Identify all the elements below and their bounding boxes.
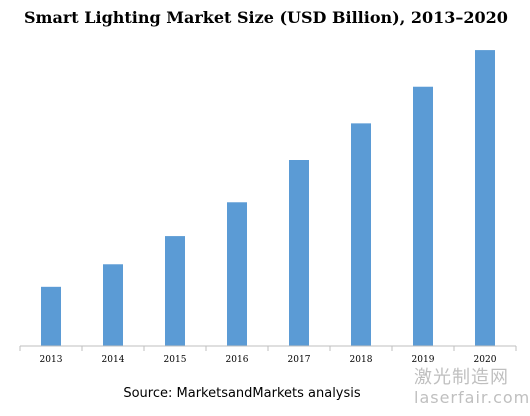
x-tick-label-2017: 2017: [288, 355, 311, 365]
bar-2017: [289, 160, 309, 346]
x-tick-label-2014: 2014: [102, 355, 125, 365]
bar-2018: [351, 123, 371, 346]
bar-2015: [165, 236, 185, 346]
watermark-chinese-text: 激光制造网: [414, 367, 509, 388]
x-tick-labels-layer: 2013 2014 2015 2016 2017 2018 2019 2020: [40, 355, 497, 365]
bar-2020: [475, 50, 495, 346]
x-tick-label-2013: 2013: [40, 355, 63, 365]
x-tick-label-2015: 2015: [164, 355, 187, 365]
x-tick-label-2019: 2019: [412, 355, 435, 365]
bar-2014: [103, 264, 123, 346]
bar-2013: [41, 286, 61, 346]
x-ticks-layer: [19, 346, 517, 351]
chart-title: Smart Lighting Market Size (USD Billion)…: [24, 8, 508, 27]
bars-layer: [41, 50, 495, 347]
watermark-url-text: laserfair.com: [414, 388, 530, 407]
x-tick-label-2016: 2016: [226, 355, 249, 365]
bar-2016: [227, 202, 247, 346]
source-note: Source: MarketsandMarkets analysis: [123, 386, 361, 401]
x-tick-label-2020: 2020: [474, 355, 497, 365]
x-tick-label-2018: 2018: [350, 355, 373, 365]
bar-2019: [413, 86, 433, 347]
